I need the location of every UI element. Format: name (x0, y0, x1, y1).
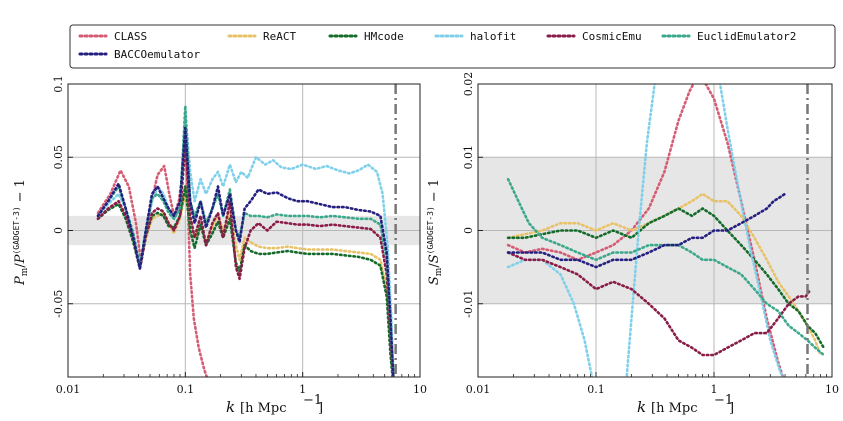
right-ytick-label: -0.01 (462, 290, 475, 318)
left-ylabel-sub: m (20, 267, 30, 276)
left-series-react (96, 192, 395, 377)
svg-text:Sm/S(GADGET-3)− 1: Sm/S(GADGET-3)− 1 (426, 179, 444, 285)
right-series-react (506, 192, 822, 357)
left-ylabel-den: P (13, 254, 28, 264)
legend-label-react: ReACT (263, 30, 296, 43)
left-ytick-label: -0.05 (52, 290, 65, 318)
left-xlabel-k: k (226, 398, 235, 416)
right-ylabel-num: S (427, 276, 442, 285)
left-ylabel-sup: (GADGET-3) (12, 206, 21, 254)
left-ytick-label: 0.05 (52, 145, 65, 170)
left-panel: 0.01 0.1 1 10 0.1 0.05 0 -0.05 k [h Mpc −1 ] Pm… (12, 75, 427, 416)
right-xtick-label: 1 (711, 383, 718, 396)
left-series-class (96, 123, 209, 377)
legend-label-halofit: halofit (470, 30, 516, 43)
left-y-axis-label: Pm/P(GADGET-3)− 1 (12, 179, 30, 286)
right-ytick-label: 0 (462, 227, 475, 234)
legend-label-baccoemulator: BACCOemulator (114, 48, 200, 61)
right-series-class (506, 84, 785, 377)
legend-label-cosmicemu: CosmicEmu (582, 30, 642, 43)
right-xlabel-unit: [h Mpc (651, 401, 698, 416)
left-xtick-label: 0.1 (177, 383, 195, 396)
right-ylabel-tail: − 1 (427, 179, 442, 202)
svg-text:Pm/P(GADGET-3)− 1: Pm/P(GADGET-3)− 1 (12, 179, 30, 286)
left-series-cosmicemu (96, 141, 395, 377)
right-xtick-label: 10 (825, 383, 839, 396)
legend: CLASS ReACT HMcode halofit CosmicEmu EuclidEm… (69, 24, 836, 69)
legend-label-hmcode: HMcode (364, 30, 404, 43)
right-ylabel-slash: / (427, 263, 442, 268)
right-ylabel-sup: (GADGET-3) (426, 206, 435, 254)
right-y-axis-label: Sm/S(GADGET-3)− 1 (426, 179, 444, 285)
left-ylabel-num: P (13, 276, 28, 286)
right-ytick-label: 0.01 (462, 145, 475, 170)
right-ytick-label: 0.02 (462, 72, 475, 97)
right-ylabel-sub: m (434, 267, 444, 276)
right-series-euclidemulator2 (506, 177, 825, 357)
legend-label-euclidemulator2: EuclidEmulator2 (697, 30, 796, 43)
left-ylabel-tail: − 1 (13, 179, 28, 202)
left-xtick-label: 1 (299, 383, 306, 396)
right-xlabel-exp: −1 (714, 393, 733, 408)
left-ytick-label: 0 (52, 227, 65, 234)
right-panel: 0.01 0.1 1 10 0.02 0.01 0 -0.01 k [h Mpc −1 ] S… (426, 72, 839, 416)
right-series-cosmicemu (506, 251, 812, 357)
left-xtick-label: 0.01 (56, 383, 81, 396)
right-xtick-label: 0.01 (466, 383, 491, 396)
left-ytick-label: 0.1 (52, 75, 65, 93)
legend-label-class: CLASS (114, 30, 147, 43)
right-series-baccoemulator (506, 192, 787, 269)
right-x-axis-label: k [h Mpc −1 ] (637, 393, 734, 416)
legend-box (69, 24, 836, 69)
right-xlabel-close: ] (729, 401, 734, 416)
right-series-halofit (506, 84, 785, 377)
right-series-hmcode (506, 207, 825, 349)
left-xlabel-exp: −1 (303, 393, 322, 408)
right-xtick-label: 0.1 (587, 383, 605, 396)
left-ylabel-slash: / (13, 263, 28, 268)
left-xlabel-unit: [h Mpc (240, 401, 287, 416)
right-xlabel-k: k (637, 398, 646, 416)
right-ylabel-den: S (427, 254, 442, 263)
left-series-baccoemulator (96, 126, 395, 377)
left-x-axis-label: k [h Mpc −1 ] (226, 393, 323, 416)
left-xlabel-close: ] (318, 401, 323, 416)
left-xtick-label: 10 (413, 383, 427, 396)
